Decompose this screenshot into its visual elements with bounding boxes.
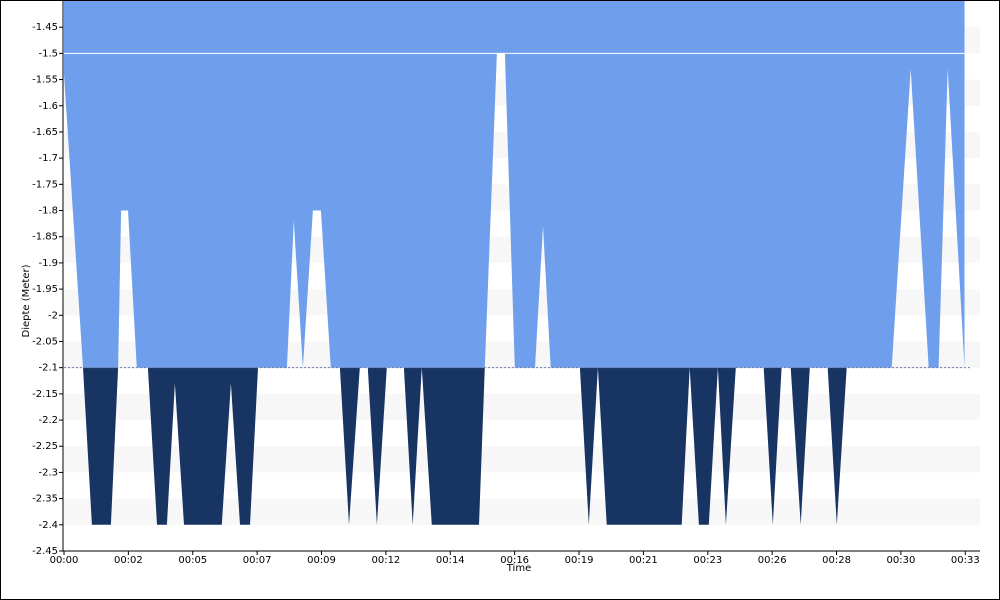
y-tick-label: -2.4 [38,520,58,531]
y-tick-label: -2.35 [32,494,58,505]
x-tick-label: 00:00 [50,555,79,566]
y-tick-label: -2.15 [32,389,58,400]
y-tick-label: -1.5 [38,48,58,59]
x-tick-label: 00:05 [178,555,207,566]
x-tick-label: 00:09 [307,555,336,566]
x-tick-label: 00:19 [565,555,594,566]
y-tick-label: -2 [48,310,58,321]
x-axis-title: Time [506,563,531,574]
y-tick-label: -2.1 [38,363,58,374]
y-tick-label: -1.85 [32,232,58,243]
y-tick-label: -1.8 [38,206,58,217]
y-tick-label: -1.75 [32,179,58,190]
y-tick-label: -2.45 [32,546,58,557]
y-axis-title: Diepte (Meter) [21,264,32,337]
y-tick-label: -2.3 [38,467,58,478]
x-tick-label: 00:23 [693,555,722,566]
x-tick-label: 00:07 [243,555,272,566]
y-tick-label: -2.2 [38,415,58,426]
area-below-threshold [64,367,965,525]
x-tick-label: 00:21 [629,555,658,566]
x-tick-label: 00:02 [114,555,143,566]
y-tick-label: -1.55 [32,75,58,86]
x-tick-label: 00:30 [886,555,915,566]
y-tick-label: -1.7 [38,153,58,164]
y-tick-label: -2.25 [32,441,58,452]
y-tick-label: -1.6 [38,101,58,112]
y-tick-label: -2.05 [32,336,58,347]
y-tick-label: -1.45 [32,22,58,33]
area-above-threshold [64,1,965,368]
x-tick-label: 00:16 [500,555,529,566]
x-tick-label: 00:28 [822,555,851,566]
x-tick-label: 00:26 [758,555,787,566]
y-tick-label: -1.9 [38,258,58,269]
x-tick-label: 00:33 [951,555,980,566]
x-tick-label: 00:12 [371,555,400,566]
y-tick-label: -1.95 [32,284,58,295]
y-tick-label: -1.65 [32,127,58,138]
x-tick-label: 00:14 [436,555,465,566]
